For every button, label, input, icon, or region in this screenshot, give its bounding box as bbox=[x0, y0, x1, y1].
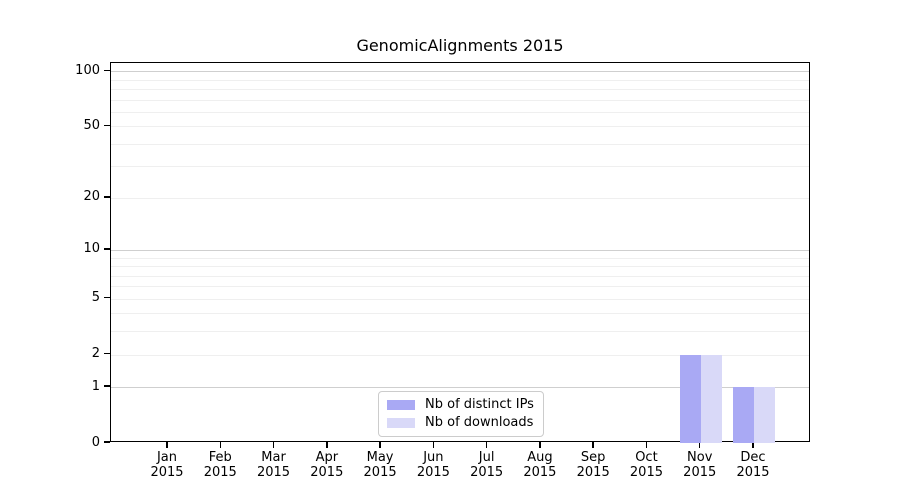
gridline-minor-40 bbox=[111, 143, 809, 145]
gridline-minor-4 bbox=[111, 313, 809, 315]
y-tick-10 bbox=[104, 248, 110, 250]
x-tick-dec bbox=[752, 442, 754, 448]
x-tick-label-mar: Mar 2015 bbox=[256, 450, 291, 480]
x-tick-may bbox=[379, 442, 381, 448]
x-tick-label-jul: Jul 2015 bbox=[470, 450, 504, 480]
x-tick-label-aug: Aug 2015 bbox=[523, 450, 557, 480]
y-tick-2 bbox=[104, 352, 110, 355]
gridline-minor-30 bbox=[111, 166, 809, 168]
y-tick-label-100: 100 bbox=[75, 62, 100, 78]
y-tick-label-50: 50 bbox=[83, 117, 100, 133]
y-tick-label-20: 20 bbox=[83, 189, 100, 205]
gridline-minor-8 bbox=[111, 266, 809, 268]
x-tick-label-apr: Apr 2015 bbox=[310, 450, 344, 480]
gridline-major-1 bbox=[111, 387, 809, 389]
y-tick-label-10: 10 bbox=[83, 241, 100, 257]
gridline-minor-70 bbox=[111, 99, 809, 101]
gridline-minor-80 bbox=[111, 89, 809, 91]
gridline-minor-7 bbox=[111, 275, 809, 277]
x-tick-feb bbox=[219, 442, 221, 448]
x-tick-sep bbox=[592, 442, 594, 448]
y-tick-1 bbox=[104, 385, 110, 387]
gridline-minor-2 bbox=[111, 354, 809, 356]
x-tick-jun bbox=[432, 442, 435, 448]
x-tick-mar bbox=[272, 442, 275, 448]
legend-item-downloads: Nb of downloads bbox=[387, 416, 534, 430]
x-tick-apr bbox=[326, 442, 328, 448]
legend-item-distinct-ips: Nb of distinct IPs bbox=[387, 398, 534, 412]
legend-swatch-distinct-ips bbox=[387, 400, 415, 410]
y-tick-label-1: 1 bbox=[91, 378, 100, 394]
bar-nb-of-distinct-ips-nov bbox=[679, 354, 701, 443]
x-tick-jul bbox=[485, 442, 488, 448]
x-tick-label-dec: Dec 2015 bbox=[736, 450, 770, 480]
gridline-minor-20 bbox=[111, 197, 809, 199]
x-tick-aug bbox=[539, 442, 541, 448]
gridline-minor-9 bbox=[111, 257, 809, 259]
gridline-minor-60 bbox=[111, 111, 809, 113]
y-tick-0 bbox=[104, 441, 110, 443]
chart-title: GenomicAlignments 2015 bbox=[356, 36, 564, 55]
x-tick-nov bbox=[699, 442, 701, 448]
x-tick-label-oct: Oct 2015 bbox=[629, 450, 663, 480]
x-tick-label-nov: Nov 2015 bbox=[683, 450, 717, 480]
x-tick-label-may: May 2015 bbox=[363, 450, 397, 480]
y-tick-5 bbox=[104, 297, 110, 299]
gridline-minor-3 bbox=[111, 331, 809, 333]
plot-area bbox=[110, 62, 810, 443]
y-tick-100 bbox=[104, 69, 110, 72]
x-tick-oct bbox=[645, 442, 648, 448]
y-tick-label-0: 0 bbox=[91, 434, 100, 450]
x-tick-label-jun: Jun 2015 bbox=[416, 450, 450, 480]
y-tick-label-5: 5 bbox=[91, 290, 100, 306]
x-tick-label-jan: Jan 2015 bbox=[150, 450, 184, 480]
legend-label-distinct-ips: Nb of distinct IPs bbox=[425, 397, 534, 412]
y-tick-20 bbox=[104, 196, 110, 198]
gridline-minor-90 bbox=[111, 79, 809, 81]
gridline-major-10 bbox=[111, 249, 809, 251]
bar-nb-of-distinct-ips-dec bbox=[733, 387, 754, 443]
y-tick-50 bbox=[104, 124, 110, 127]
legend-swatch-downloads bbox=[387, 418, 415, 428]
legend: Nb of distinct IPs Nb of downloads bbox=[378, 391, 544, 437]
y-tick-label-2: 2 bbox=[91, 346, 100, 362]
x-tick-label-sep: Sep 2015 bbox=[576, 450, 610, 480]
bar-nb-of-downloads-nov bbox=[700, 354, 722, 443]
gridline-minor-50 bbox=[111, 126, 809, 128]
legend-label-downloads: Nb of downloads bbox=[425, 415, 534, 430]
gridline-major-100 bbox=[111, 71, 809, 73]
x-tick-label-feb: Feb 2015 bbox=[203, 450, 237, 480]
gridline-minor-5 bbox=[111, 298, 809, 300]
x-tick-jan bbox=[166, 442, 168, 448]
bar-nb-of-downloads-dec bbox=[754, 387, 775, 443]
gridline-minor-6 bbox=[111, 286, 809, 288]
